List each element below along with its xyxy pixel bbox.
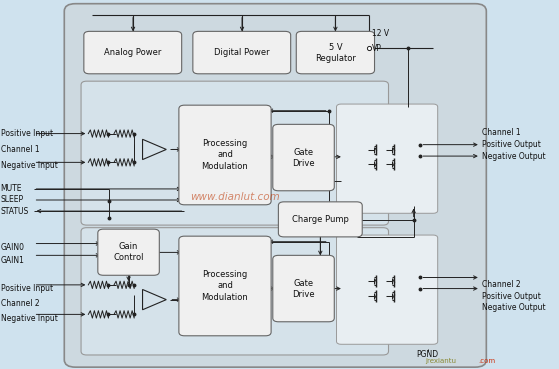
Text: Channel 1: Channel 1 (482, 128, 521, 137)
Text: STATUS: STATUS (1, 207, 29, 215)
Text: 12 V: 12 V (372, 29, 389, 38)
Text: Positive Output: Positive Output (482, 140, 541, 149)
FancyBboxPatch shape (273, 124, 334, 191)
Text: Negative Input: Negative Input (1, 314, 58, 323)
FancyBboxPatch shape (337, 104, 438, 213)
FancyBboxPatch shape (64, 4, 486, 367)
Text: Negative Input: Negative Input (1, 161, 58, 170)
Text: Channel 2: Channel 2 (482, 280, 521, 289)
Text: Gate
Drive: Gate Drive (292, 148, 315, 168)
FancyBboxPatch shape (193, 31, 291, 74)
Text: Gate
Drive: Gate Drive (292, 279, 315, 299)
Text: GAIN1: GAIN1 (1, 256, 25, 265)
Text: PGND: PGND (416, 351, 439, 359)
FancyBboxPatch shape (81, 81, 389, 225)
FancyBboxPatch shape (84, 31, 182, 74)
Text: Positive Input: Positive Input (1, 129, 53, 138)
Text: Negative Output: Negative Output (482, 152, 546, 161)
Text: Channel 1: Channel 1 (1, 145, 39, 154)
Text: Channel 2: Channel 2 (1, 299, 39, 308)
FancyBboxPatch shape (179, 105, 271, 205)
FancyBboxPatch shape (278, 202, 362, 237)
Text: Digital Power: Digital Power (214, 48, 269, 57)
FancyBboxPatch shape (273, 255, 334, 322)
Text: www.dianlut.com: www.dianlut.com (190, 192, 280, 203)
Text: Analog Power: Analog Power (104, 48, 162, 57)
FancyBboxPatch shape (296, 31, 375, 74)
Text: Positive Input: Positive Input (1, 284, 53, 293)
Text: Charge Pump: Charge Pump (292, 215, 349, 224)
Text: Processing
and
Modulation: Processing and Modulation (202, 139, 248, 170)
Text: Gain
Control: Gain Control (113, 242, 144, 262)
FancyBboxPatch shape (98, 229, 159, 275)
Text: Positive Output: Positive Output (482, 292, 541, 301)
Text: Processing
and
Modulation: Processing and Modulation (202, 270, 248, 301)
FancyBboxPatch shape (81, 228, 389, 355)
Text: .com: .com (478, 358, 495, 364)
FancyBboxPatch shape (337, 235, 438, 344)
Text: SLEEP: SLEEP (1, 196, 23, 204)
Text: 5 V
Regulator: 5 V Regulator (315, 42, 356, 63)
FancyBboxPatch shape (179, 236, 271, 336)
Text: Negative Output: Negative Output (482, 303, 546, 312)
Text: MUTE: MUTE (1, 184, 22, 193)
Text: VP: VP (372, 44, 382, 53)
Text: GAIN0: GAIN0 (1, 244, 25, 252)
Text: jrexiantu: jrexiantu (425, 358, 456, 364)
